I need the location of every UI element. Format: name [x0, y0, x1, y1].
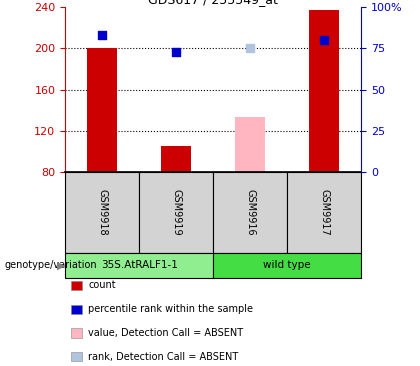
- Point: [173, 49, 179, 55]
- Text: 35S.AtRALF1-1: 35S.AtRALF1-1: [101, 260, 178, 270]
- Text: percentile rank within the sample: percentile rank within the sample: [88, 304, 253, 314]
- Text: value, Detection Call = ABSENT: value, Detection Call = ABSENT: [88, 328, 243, 338]
- Text: count: count: [88, 280, 116, 291]
- Bar: [65, 253, 213, 278]
- Bar: [139, 172, 213, 253]
- Bar: [161, 146, 191, 172]
- Text: GSM9919: GSM9919: [171, 189, 181, 236]
- Point: [321, 37, 328, 43]
- Text: ▶: ▶: [57, 260, 65, 270]
- Text: genotype/variation: genotype/variation: [4, 260, 97, 270]
- Text: GSM9916: GSM9916: [245, 189, 255, 236]
- Bar: [65, 172, 139, 253]
- Text: rank, Detection Call = ABSENT: rank, Detection Call = ABSENT: [88, 352, 239, 362]
- Point: [247, 46, 254, 52]
- Bar: [287, 172, 361, 253]
- Bar: [235, 117, 265, 172]
- Bar: [213, 253, 361, 278]
- Bar: [213, 172, 287, 253]
- Text: GSM9918: GSM9918: [97, 189, 107, 236]
- Text: wild type: wild type: [263, 260, 311, 270]
- Bar: [87, 49, 117, 172]
- Title: GDS617 / 255549_at: GDS617 / 255549_at: [148, 0, 278, 6]
- Text: GSM9917: GSM9917: [319, 189, 329, 236]
- Point: [99, 32, 105, 38]
- Bar: [310, 10, 339, 172]
